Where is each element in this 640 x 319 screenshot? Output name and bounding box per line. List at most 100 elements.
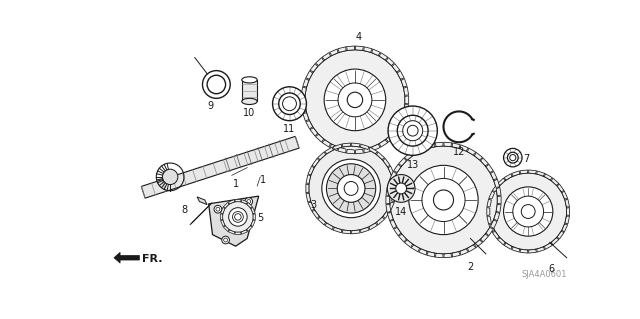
Polygon shape	[306, 184, 309, 193]
Polygon shape	[419, 249, 427, 255]
Circle shape	[236, 214, 241, 219]
Polygon shape	[497, 196, 501, 204]
Text: 6: 6	[548, 264, 554, 274]
Polygon shape	[351, 230, 360, 234]
Polygon shape	[392, 64, 400, 72]
Polygon shape	[394, 184, 396, 193]
Text: 9: 9	[207, 101, 213, 111]
Polygon shape	[355, 149, 364, 154]
Text: 12: 12	[452, 147, 465, 157]
Ellipse shape	[242, 77, 257, 83]
Polygon shape	[537, 171, 545, 176]
Polygon shape	[388, 166, 394, 174]
Polygon shape	[520, 170, 528, 174]
Polygon shape	[376, 152, 385, 160]
Polygon shape	[565, 199, 570, 207]
Polygon shape	[460, 145, 468, 151]
Polygon shape	[545, 174, 552, 180]
Polygon shape	[360, 144, 369, 149]
Circle shape	[273, 87, 307, 121]
Text: 7: 7	[524, 154, 530, 164]
Circle shape	[344, 89, 365, 111]
Circle shape	[390, 146, 497, 254]
Polygon shape	[312, 158, 319, 167]
Circle shape	[235, 214, 241, 220]
Polygon shape	[492, 184, 499, 192]
Polygon shape	[308, 166, 314, 174]
Polygon shape	[487, 208, 490, 216]
Polygon shape	[545, 243, 552, 249]
Circle shape	[422, 178, 465, 221]
Polygon shape	[228, 200, 234, 204]
Polygon shape	[369, 223, 378, 230]
Polygon shape	[565, 216, 570, 224]
Polygon shape	[235, 199, 241, 202]
Polygon shape	[380, 140, 388, 147]
Polygon shape	[511, 247, 520, 252]
Polygon shape	[552, 178, 559, 185]
Polygon shape	[487, 199, 492, 207]
Polygon shape	[333, 144, 342, 149]
Polygon shape	[247, 202, 252, 208]
Text: 1: 1	[259, 174, 266, 185]
Polygon shape	[306, 194, 310, 202]
Polygon shape	[241, 200, 248, 204]
Text: 11: 11	[284, 124, 296, 134]
Polygon shape	[372, 49, 380, 56]
Polygon shape	[392, 175, 396, 183]
Circle shape	[387, 174, 415, 202]
Circle shape	[207, 75, 225, 94]
Circle shape	[214, 205, 221, 213]
Polygon shape	[338, 47, 346, 52]
Circle shape	[216, 207, 220, 211]
Polygon shape	[435, 142, 443, 147]
Polygon shape	[427, 252, 435, 257]
Circle shape	[433, 190, 454, 210]
Polygon shape	[342, 230, 351, 234]
Circle shape	[504, 148, 522, 167]
Polygon shape	[346, 46, 355, 50]
Polygon shape	[330, 144, 338, 151]
Polygon shape	[310, 128, 317, 136]
Polygon shape	[324, 223, 333, 230]
Circle shape	[322, 159, 380, 218]
Polygon shape	[404, 240, 413, 248]
Polygon shape	[306, 121, 313, 129]
Polygon shape	[486, 227, 493, 236]
Polygon shape	[496, 188, 501, 195]
Circle shape	[409, 165, 478, 235]
Circle shape	[509, 154, 516, 161]
Polygon shape	[310, 64, 317, 72]
Polygon shape	[364, 47, 372, 52]
Polygon shape	[197, 197, 207, 204]
Polygon shape	[552, 238, 559, 245]
Polygon shape	[401, 113, 407, 121]
Text: 14: 14	[395, 207, 407, 217]
Circle shape	[232, 211, 243, 222]
Polygon shape	[386, 57, 394, 65]
Polygon shape	[342, 143, 351, 147]
Polygon shape	[253, 214, 255, 220]
Circle shape	[324, 69, 386, 131]
Polygon shape	[221, 207, 225, 213]
Polygon shape	[496, 205, 501, 212]
Polygon shape	[460, 249, 468, 255]
Circle shape	[513, 196, 543, 227]
Polygon shape	[481, 234, 488, 242]
Circle shape	[520, 203, 537, 220]
Polygon shape	[322, 53, 330, 60]
Polygon shape	[557, 231, 564, 239]
Polygon shape	[504, 174, 512, 180]
Polygon shape	[566, 208, 570, 216]
Polygon shape	[397, 71, 404, 79]
Polygon shape	[241, 230, 248, 234]
Polygon shape	[386, 188, 391, 195]
Text: SJA4A0601: SJA4A0601	[521, 270, 566, 278]
Polygon shape	[383, 158, 390, 167]
Polygon shape	[303, 78, 309, 87]
Polygon shape	[223, 226, 229, 232]
Polygon shape	[444, 253, 452, 258]
Polygon shape	[401, 78, 407, 87]
Polygon shape	[511, 171, 520, 176]
Polygon shape	[301, 96, 305, 104]
